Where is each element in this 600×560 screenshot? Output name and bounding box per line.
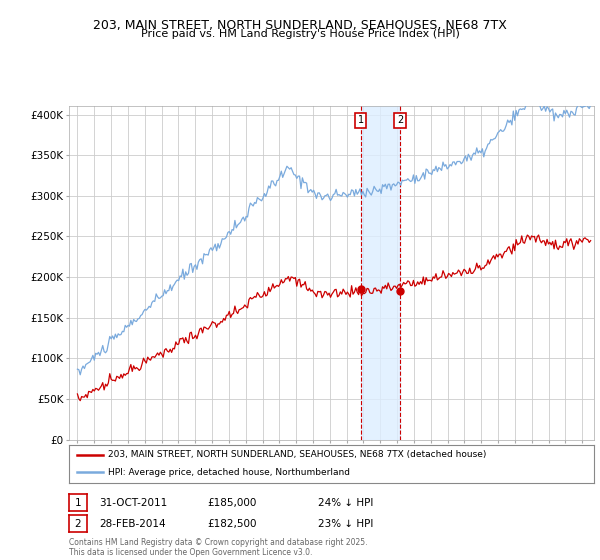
Text: 203, MAIN STREET, NORTH SUNDERLAND, SEAHOUSES, NE68 7TX (detached house): 203, MAIN STREET, NORTH SUNDERLAND, SEAH… bbox=[109, 450, 487, 459]
Text: 2: 2 bbox=[74, 519, 82, 529]
Text: 1: 1 bbox=[74, 498, 82, 508]
Text: £185,000: £185,000 bbox=[207, 498, 256, 508]
Text: 31-OCT-2011: 31-OCT-2011 bbox=[99, 498, 167, 508]
Text: Price paid vs. HM Land Registry's House Price Index (HPI): Price paid vs. HM Land Registry's House … bbox=[140, 29, 460, 39]
Text: HPI: Average price, detached house, Northumberland: HPI: Average price, detached house, Nort… bbox=[109, 468, 350, 477]
Text: 1: 1 bbox=[358, 115, 364, 125]
Text: 2: 2 bbox=[397, 115, 403, 125]
Text: 203, MAIN STREET, NORTH SUNDERLAND, SEAHOUSES, NE68 7TX: 203, MAIN STREET, NORTH SUNDERLAND, SEAH… bbox=[93, 19, 507, 32]
Text: 24% ↓ HPI: 24% ↓ HPI bbox=[318, 498, 373, 508]
Text: 23% ↓ HPI: 23% ↓ HPI bbox=[318, 519, 373, 529]
Text: 28-FEB-2014: 28-FEB-2014 bbox=[99, 519, 166, 529]
Text: £182,500: £182,500 bbox=[207, 519, 257, 529]
Bar bbox=[361, 106, 400, 440]
Text: Contains HM Land Registry data © Crown copyright and database right 2025.
This d: Contains HM Land Registry data © Crown c… bbox=[69, 538, 367, 557]
